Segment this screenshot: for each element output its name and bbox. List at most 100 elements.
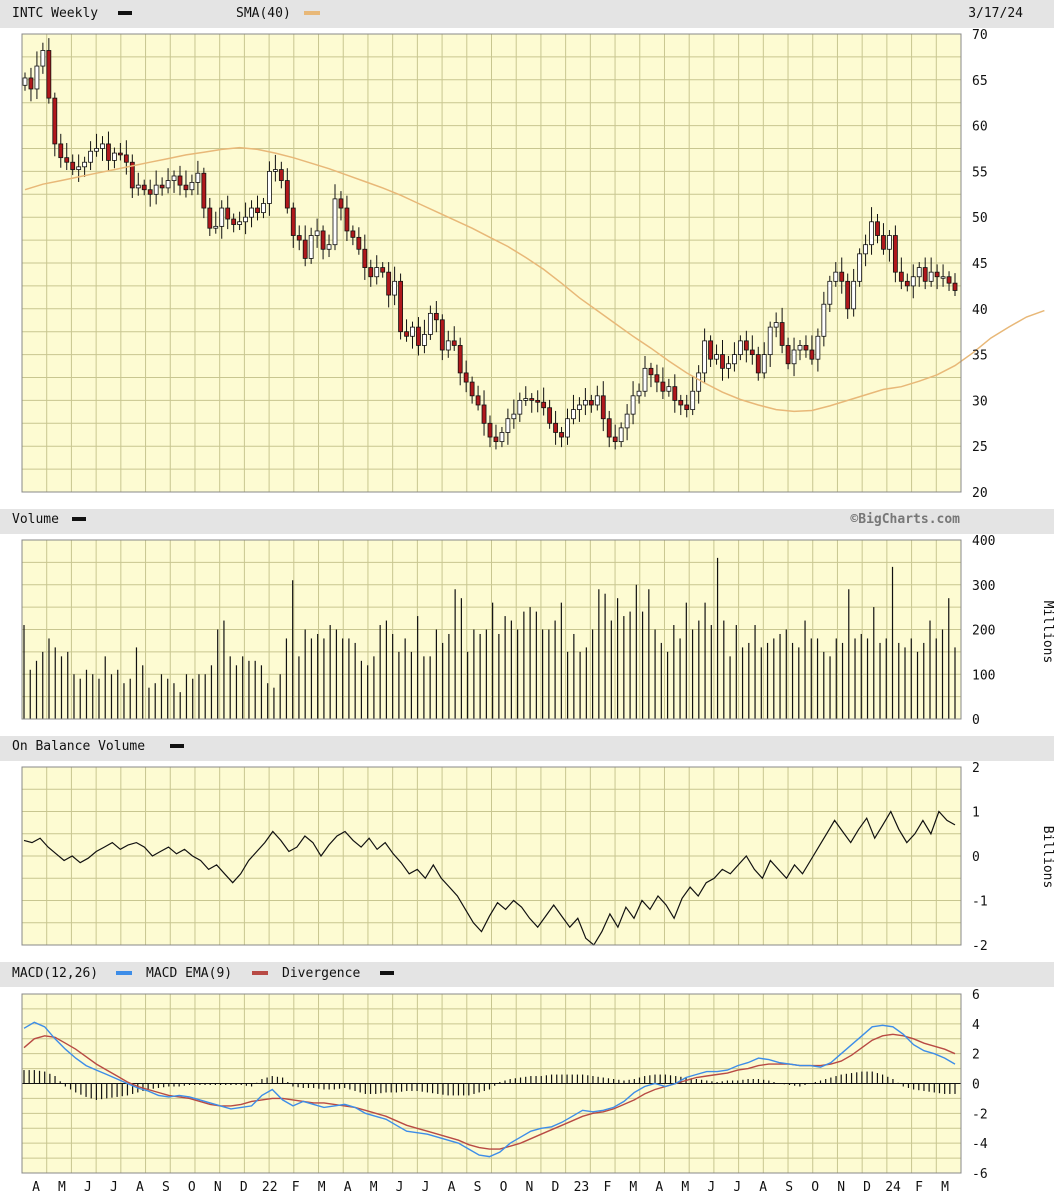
price-candle	[642, 367, 648, 392]
price-candle	[284, 180, 290, 209]
y-tick-label: -4	[972, 1137, 988, 1152]
price-candle	[356, 236, 362, 250]
price-candle	[624, 413, 630, 429]
price-candle	[416, 326, 421, 346]
price-candle	[535, 399, 541, 403]
volume-unit-label: Millions	[1040, 601, 1054, 664]
price-candle	[541, 401, 547, 409]
x-tick-label: O	[188, 1180, 196, 1195]
price-candle	[40, 50, 46, 67]
price-candle	[392, 280, 398, 296]
price-candle	[320, 230, 326, 250]
price-candle	[386, 271, 392, 296]
obv-panel-frame	[21, 766, 962, 946]
price-candle	[588, 399, 594, 406]
price-candle	[743, 340, 749, 351]
price-candle	[672, 386, 678, 401]
x-tick-label: 23	[574, 1180, 590, 1195]
x-tick-label: F	[915, 1180, 923, 1195]
price-candle	[76, 166, 82, 170]
price-candle	[302, 239, 308, 259]
obv-legend-swatch	[170, 744, 184, 748]
price-candle	[875, 221, 880, 236]
date-label: 3/17/24	[968, 6, 1023, 21]
price-candle	[374, 267, 380, 278]
price-candle	[529, 398, 535, 401]
x-tick-label: M	[370, 1180, 378, 1195]
price-candle	[928, 271, 934, 282]
price-candle	[600, 395, 606, 420]
y-tick-label: 45	[972, 257, 988, 272]
x-tick-label: D	[863, 1180, 871, 1195]
price-candle	[344, 207, 350, 232]
price-candle	[475, 395, 481, 406]
price-candle	[177, 175, 183, 186]
macd-ema-label: MACD EMA(9)	[146, 966, 232, 981]
price-candle	[803, 345, 809, 351]
price-candle	[100, 143, 105, 149]
price-candle	[147, 189, 153, 195]
price-candle	[457, 345, 463, 374]
price-candle	[934, 271, 940, 278]
price-candle	[487, 422, 493, 438]
price-candle	[559, 432, 564, 438]
price-candle	[720, 354, 725, 369]
price-candle	[714, 354, 719, 360]
price-candle	[404, 331, 409, 337]
price-candle	[64, 157, 70, 163]
y-tick-label: 35	[972, 349, 988, 364]
price-candle	[88, 150, 93, 163]
price-candle	[165, 180, 171, 189]
price-candle	[702, 340, 708, 374]
price-candle	[52, 97, 58, 145]
price-candle	[117, 152, 123, 156]
x-tick-label: S	[785, 1180, 793, 1195]
y-tick-label: 20	[972, 486, 988, 501]
y-tick-label: 6	[972, 988, 980, 1003]
price-candle	[553, 422, 558, 433]
x-tick-label: M	[941, 1180, 949, 1195]
x-tick-label: F	[603, 1180, 611, 1195]
price-candle	[183, 184, 189, 191]
price-candle	[314, 230, 320, 236]
price-candle	[577, 404, 582, 410]
price-candle	[153, 184, 159, 195]
price-candle	[630, 395, 636, 415]
price-candle	[696, 372, 702, 392]
price-candle	[910, 276, 916, 287]
price-candle	[755, 354, 761, 374]
price-candle	[565, 418, 570, 438]
x-tick-label: 22	[262, 1180, 278, 1195]
price-candle	[732, 354, 737, 365]
price-candle	[952, 282, 958, 291]
obv-unit-label: Billions	[1040, 826, 1054, 889]
y-tick-label: 0	[972, 1078, 980, 1093]
y-tick-label: 100	[972, 668, 995, 683]
x-tick-label: A	[136, 1180, 144, 1195]
price-candle	[433, 312, 439, 321]
x-tick-label: A	[344, 1180, 352, 1195]
price-candle	[863, 244, 868, 255]
price-candle	[887, 235, 892, 250]
price-candle	[326, 244, 332, 250]
x-tick-label: S	[474, 1180, 482, 1195]
macd-ema-legend-swatch	[252, 971, 268, 975]
price-candle	[916, 267, 922, 278]
y-tick-label: 65	[972, 74, 988, 89]
price-candle	[207, 207, 213, 229]
macd-panel-label: MACD(12,26)	[12, 966, 98, 981]
x-tick-label: M	[58, 1180, 66, 1195]
price-candle	[547, 407, 553, 424]
price-candle	[439, 319, 445, 351]
price-candle	[422, 334, 427, 346]
price-candle	[726, 363, 731, 369]
sma-line	[24, 146, 1045, 413]
price-candle	[815, 335, 821, 360]
price-candle	[332, 198, 338, 246]
y-tick-label: 25	[972, 440, 988, 455]
macd-panel-frame	[21, 993, 962, 1174]
y-tick-label: -6	[972, 1167, 988, 1182]
price-candle	[427, 312, 433, 335]
price-candle	[493, 436, 499, 443]
